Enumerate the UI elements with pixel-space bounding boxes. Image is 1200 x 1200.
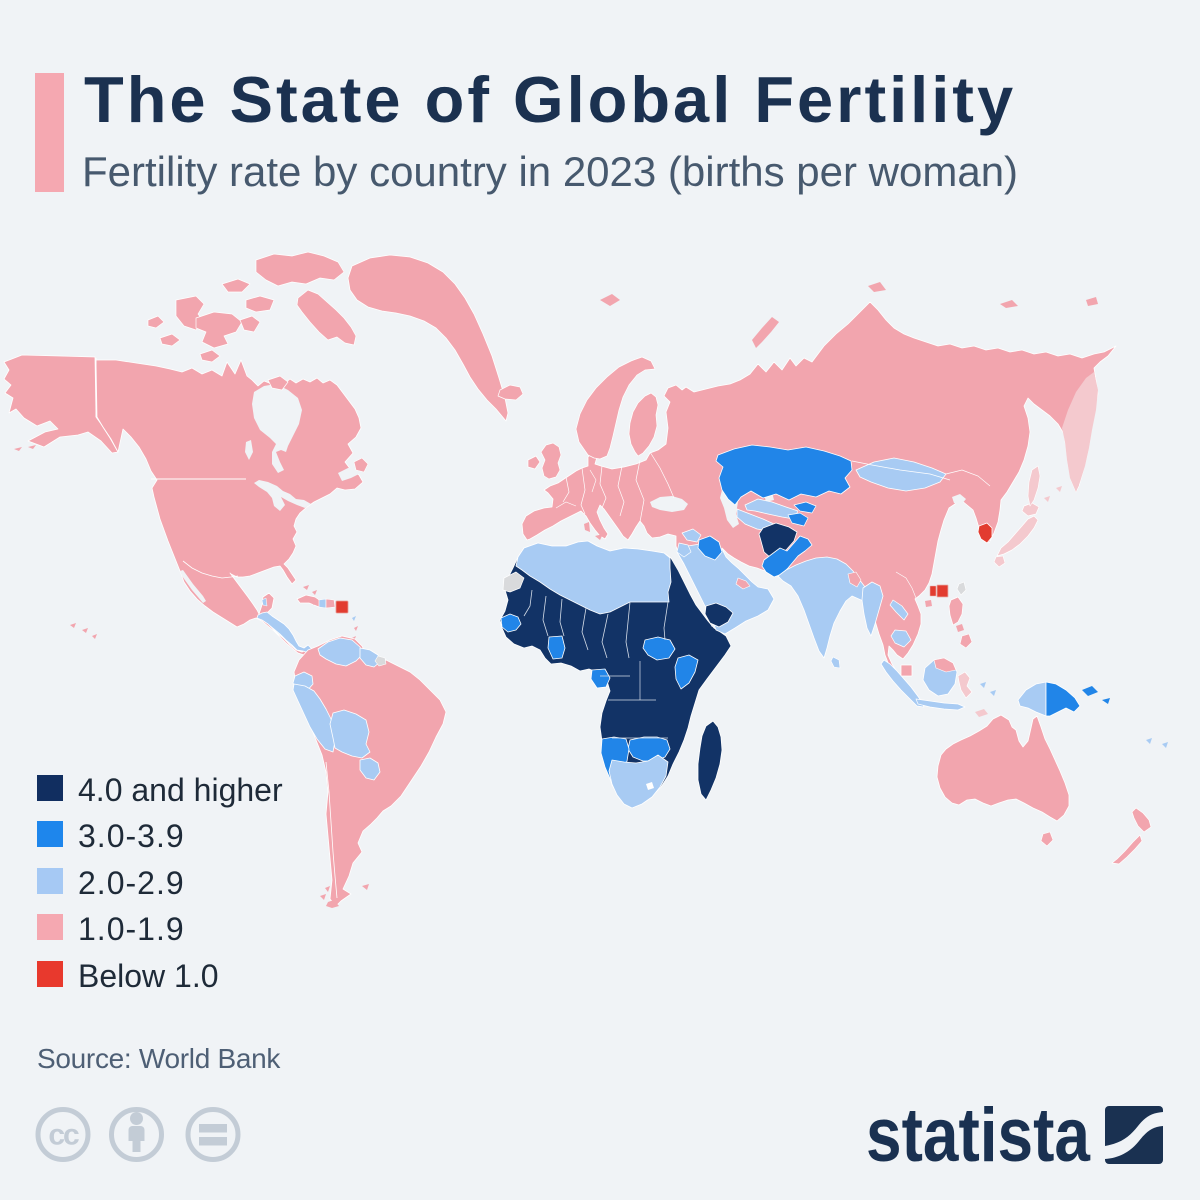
svg-text:statista: statista: [866, 1093, 1091, 1178]
svg-text:cc: cc: [48, 1119, 79, 1152]
